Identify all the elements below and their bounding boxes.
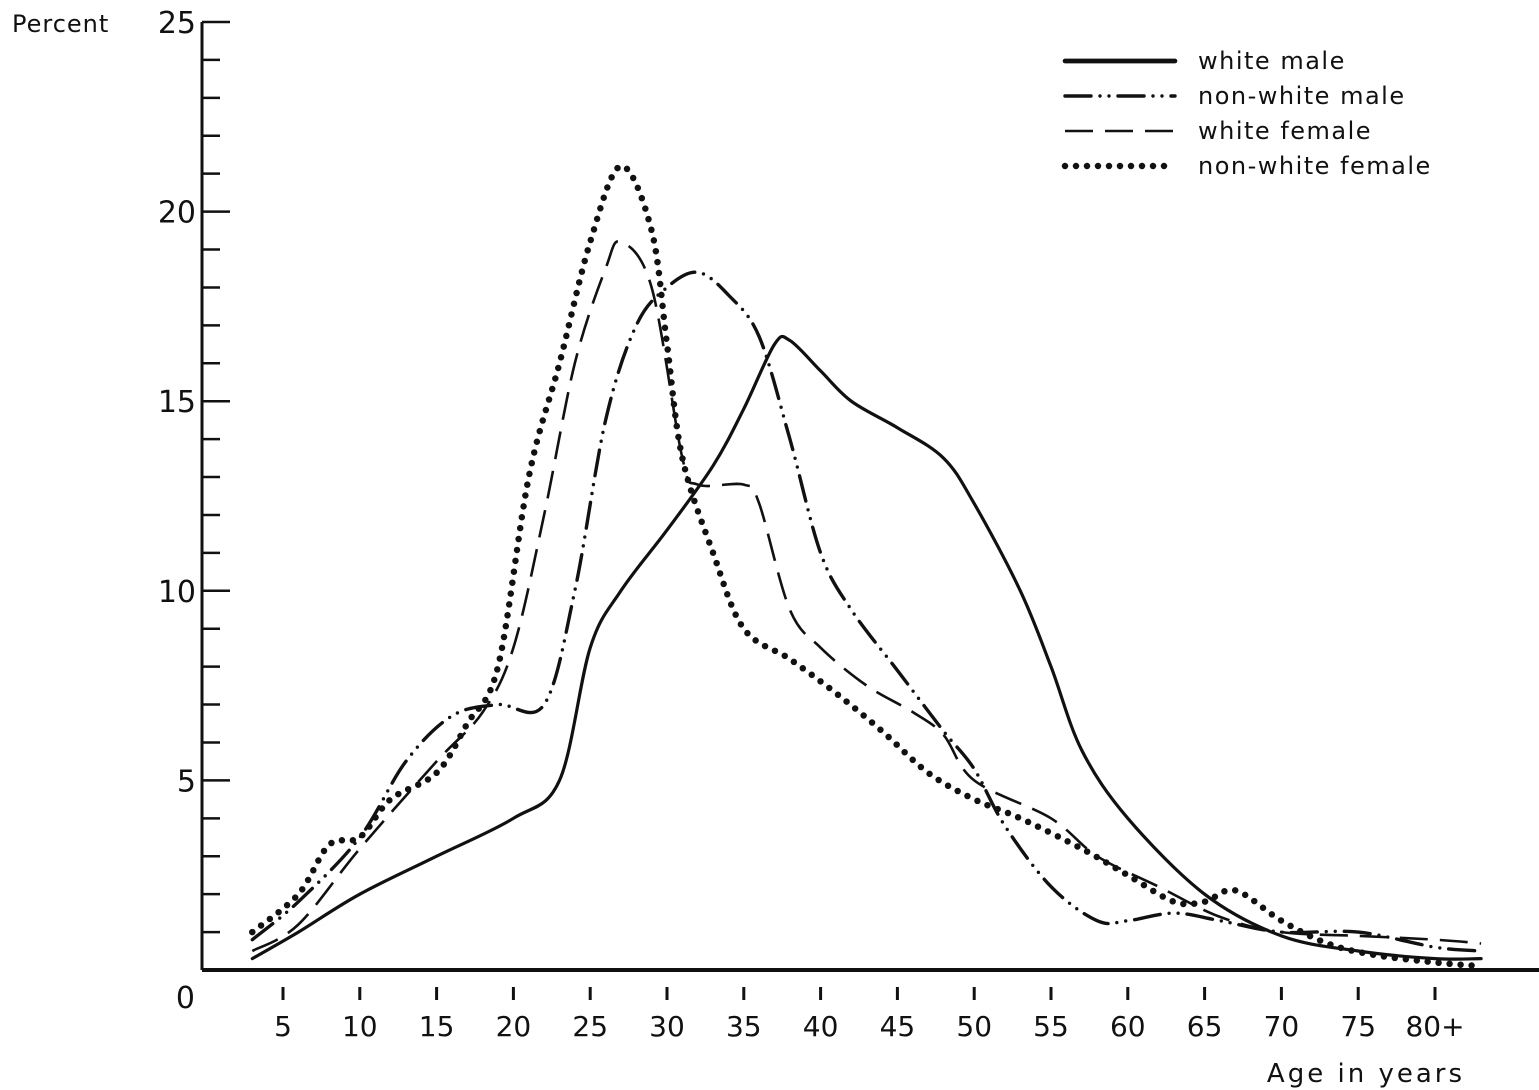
x-tick-label: 55 [1033, 1010, 1069, 1043]
x-tick-label: 65 [1187, 1010, 1223, 1043]
y-tick-label: 15 [158, 385, 196, 420]
x-tick-label: 70 [1264, 1010, 1300, 1043]
legend: white male non-white male white female non-… [1061, 47, 1432, 180]
legend-label: white female [1198, 117, 1372, 145]
series-line-non-white-female [249, 162, 1485, 970]
legend-label: non-white female [1198, 152, 1432, 180]
x-tick-label: 10 [342, 1010, 378, 1043]
series-line-white-male [250, 334, 1483, 961]
y-tick-label: 5 [177, 764, 196, 799]
y-tick-label: 20 [158, 196, 196, 231]
y-axis-label: Percent [12, 10, 109, 38]
series-line-non-white-male [250, 270, 1483, 953]
y-tick-label: 10 [158, 575, 196, 610]
y-tick-label: 0 [176, 981, 195, 1016]
x-tick-label: 15 [419, 1010, 455, 1043]
x-tick-label: 75 [1340, 1010, 1376, 1043]
x-tick-label: 45 [880, 1010, 916, 1043]
x-tick-label: 40 [803, 1010, 839, 1043]
legend-label: non-white male [1198, 82, 1406, 110]
x-axis-label: Age in years [1267, 1059, 1465, 1089]
x-tick-label: 35 [726, 1010, 762, 1043]
legend-label: white male [1198, 47, 1346, 75]
axes: 0 5 10 15 20 25 5 10 15 20 25 30 35 40 45 50 55 60 65 70 75 8… [158, 6, 1539, 1043]
series-line-white-female [251, 240, 1482, 953]
x-tick-label: 20 [496, 1010, 532, 1043]
y-tick-label: 25 [158, 6, 196, 41]
x-tick-label: 30 [649, 1010, 685, 1043]
x-tick-label: 50 [956, 1010, 992, 1043]
x-tick-label: 25 [572, 1010, 608, 1043]
x-tick-label: 60 [1110, 1010, 1146, 1043]
series-lines [249, 162, 1485, 970]
x-tick-label: 80+ [1405, 1010, 1464, 1043]
x-tick-label: 5 [274, 1010, 292, 1043]
